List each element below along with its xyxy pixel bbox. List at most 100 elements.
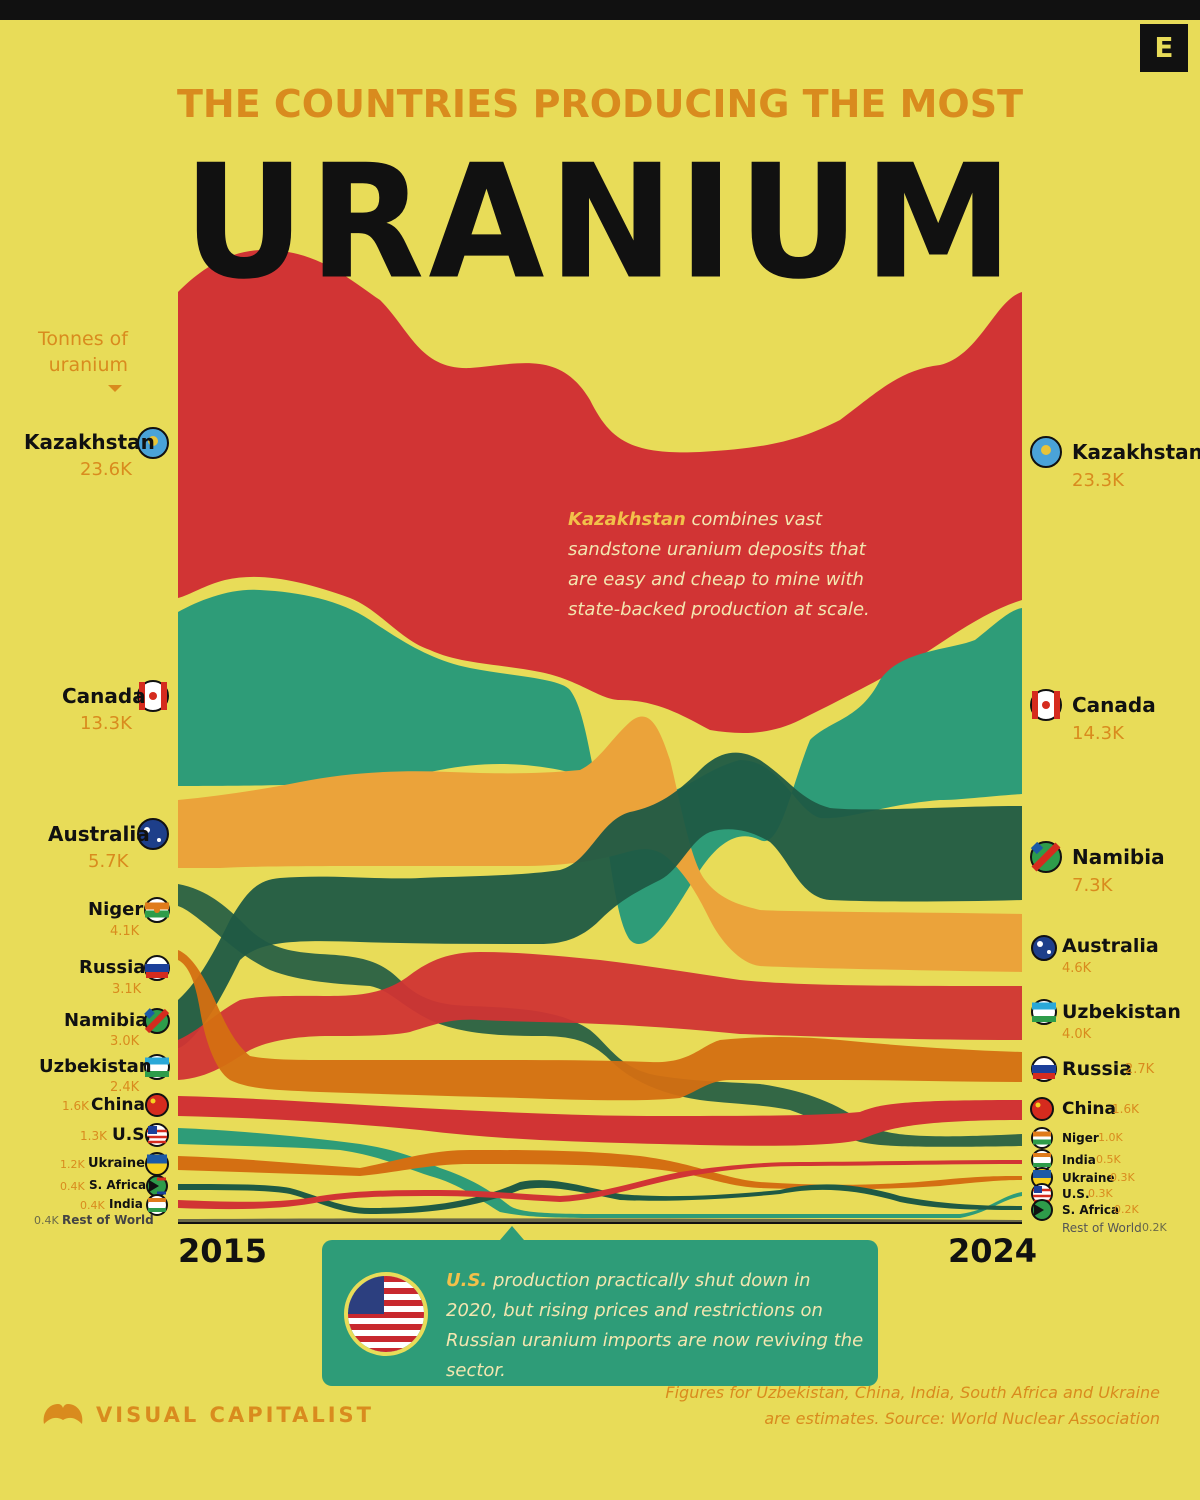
canada-flag-icon (137, 680, 169, 712)
ukraine-flag-icon (145, 1152, 169, 1176)
left-value-niger: 4.1K (110, 924, 140, 939)
uzbekistan-flag-icon (1031, 999, 1057, 1025)
right-label-india: India (1062, 1153, 1096, 1167)
kazakhstan-flag-icon (1030, 436, 1062, 468)
left-value-canada: 13.3K (80, 713, 132, 734)
right-label-niger: Niger (1062, 1131, 1099, 1145)
kazakhstan-annotation: Kazakhstan combines vast sandstone urani… (568, 505, 888, 625)
russia-flag-icon (144, 955, 170, 981)
band-kazakhstan (178, 249, 1022, 733)
us-flag-icon (344, 1272, 428, 1356)
right-value-ukraine: 0.3K (1110, 1171, 1135, 1184)
china-flag-icon (1030, 1097, 1054, 1121)
us-flag-icon (145, 1123, 169, 1147)
left-label-uzbekistan: Uzbekistan (39, 1056, 152, 1077)
publisher-badge: E (1140, 24, 1188, 72)
y-unit-label: Tonnes of uranium (30, 326, 128, 378)
left-label-south-africa: S. Africa (89, 1178, 147, 1192)
chart-title: URANIUM (183, 131, 1017, 315)
right-value-canada: 14.3K (1072, 723, 1124, 744)
band-rest-of-world (178, 1218, 1022, 1222)
left-label-china: China (91, 1095, 145, 1115)
australia-flag-icon (1031, 935, 1057, 961)
us-annotation-strong: U.S. (446, 1270, 488, 1291)
band-canada (178, 589, 1022, 944)
south-africa-flag-icon (1031, 1199, 1053, 1221)
right-value-china: 1.6K (1112, 1102, 1139, 1116)
left-label-russia: Russia (79, 957, 146, 978)
right-value-south-africa: 0.2K (1114, 1203, 1139, 1216)
band-ukraine (178, 1150, 1022, 1190)
band-china (178, 1096, 1022, 1146)
left-value-india: 0.4K (80, 1199, 105, 1212)
australia-flag-icon (137, 818, 169, 850)
right-label-south-africa: S. Africa (1062, 1203, 1120, 1217)
visual-capitalist-logo-icon (43, 1404, 83, 1424)
russia-flag-icon (1031, 1056, 1057, 1082)
left-label-ukraine: Ukraine (88, 1156, 145, 1171)
right-value-rest-of-world: 0.2K (1142, 1221, 1167, 1234)
left-value-rest-of-world: 0.4K (34, 1214, 59, 1227)
canada-flag-icon (1030, 689, 1062, 721)
india-flag-icon (146, 1194, 168, 1216)
right-value-india: 0.5K (1096, 1153, 1121, 1166)
left-value-uzbekistan: 2.4K (110, 1080, 140, 1095)
south-africa-flag-icon (146, 1175, 168, 1197)
kazakhstan-flag-icon (137, 427, 169, 459)
brand-name: VISUAL CAPITALIST (96, 1403, 375, 1427)
unit-label-line1: Tonnes of (37, 328, 128, 350)
band-south-africa (178, 1180, 1022, 1214)
left-value-us: 1.3K (80, 1129, 107, 1143)
right-value-australia: 4.6K (1062, 961, 1092, 976)
down-arrow-icon (108, 385, 122, 392)
kazakhstan-annotation-strong: Kazakhstan (568, 509, 686, 530)
left-value-australia: 5.7K (88, 851, 129, 872)
namibia-flag-icon (1030, 841, 1062, 873)
right-label-ukraine: Ukraine (1062, 1171, 1115, 1185)
right-value-russia: 2.7K (1125, 1062, 1155, 1077)
right-label-kazakhstan: Kazakhstan (1072, 440, 1200, 464)
left-label-australia: Australia (48, 822, 150, 846)
right-label-canada: Canada (1072, 693, 1156, 717)
band-india (178, 1160, 1022, 1210)
right-label-russia: Russia (1062, 1058, 1133, 1080)
right-label-australia: Australia (1062, 935, 1159, 957)
uzbekistan-flag-icon (144, 1054, 170, 1080)
left-label-rest-of-world: Rest of World (62, 1213, 154, 1227)
left-label-kazakhstan: Kazakhstan (24, 430, 155, 454)
us-callout-pointer (500, 1226, 524, 1240)
ukraine-flag-icon (1031, 1167, 1053, 1189)
left-value-ukraine: 1.2K (60, 1158, 85, 1171)
x-axis-end-year: 2024 (948, 1232, 1038, 1270)
left-value-south-africa: 0.4K (60, 1180, 85, 1193)
left-value-kazakhstan: 23.6K (80, 459, 132, 480)
left-label-canada: Canada (62, 684, 146, 708)
right-value-us: 0.3K (1088, 1187, 1113, 1200)
right-label-uzbekistan: Uzbekistan (1062, 1001, 1181, 1023)
band-us (178, 1128, 1022, 1218)
namibia-flag-icon (144, 1008, 170, 1034)
right-label-china: China (1062, 1099, 1116, 1119)
us-annotation: U.S. production practically shut down in… (446, 1266, 866, 1386)
left-value-russia: 3.1K (112, 982, 142, 997)
left-label-us: U.S. (112, 1125, 151, 1145)
left-label-india: India (109, 1197, 143, 1211)
niger-flag-icon (1031, 1127, 1053, 1149)
right-value-kazakhstan: 23.3K (1072, 470, 1124, 491)
band-russia (178, 950, 1022, 1101)
unit-label-line2: uranium (48, 354, 128, 376)
china-flag-icon (145, 1093, 169, 1117)
niger-flag-icon (144, 897, 170, 923)
band-uzbekistan (178, 952, 1022, 1080)
left-value-china: 1.6K (62, 1099, 89, 1113)
right-value-niger: 1.0K (1098, 1131, 1123, 1144)
us-annotation-text: production practically shut down in 2020… (446, 1270, 864, 1381)
right-label-rest-of-world: Rest of World (1062, 1221, 1142, 1235)
chart-subtitle: THE COUNTRIES PRODUCING THE MOST (176, 82, 1024, 126)
left-label-namibia: Namibia (64, 1010, 148, 1031)
left-label-niger: Niger (88, 899, 144, 920)
source-note: Figures for Uzbekistan, China, India, So… (665, 1383, 1160, 1428)
kazakhstan-annotation-text: combines vast sandstone uranium deposits… (568, 509, 870, 620)
band-namibia (178, 752, 1022, 1048)
